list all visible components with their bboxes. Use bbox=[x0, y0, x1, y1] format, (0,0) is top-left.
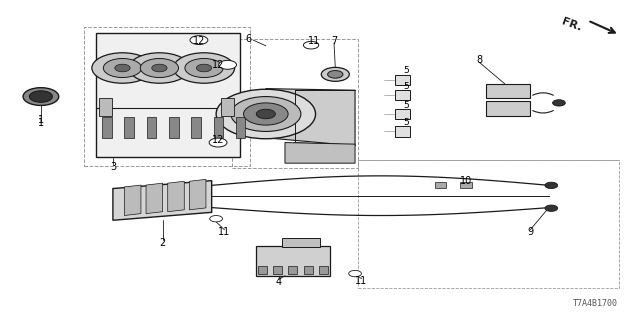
Text: 7: 7 bbox=[331, 36, 337, 46]
Bar bbox=[486, 101, 531, 116]
Bar bbox=[84, 27, 250, 166]
Circle shape bbox=[545, 205, 557, 212]
Polygon shape bbox=[96, 33, 241, 157]
Text: 12: 12 bbox=[212, 60, 224, 70]
Circle shape bbox=[349, 270, 362, 277]
Text: 4: 4 bbox=[275, 277, 282, 287]
Circle shape bbox=[209, 138, 227, 147]
Polygon shape bbox=[146, 183, 163, 214]
Circle shape bbox=[140, 59, 179, 77]
Text: 9: 9 bbox=[527, 227, 533, 237]
Bar bbox=[258, 266, 267, 274]
Circle shape bbox=[231, 97, 301, 132]
Bar bbox=[99, 98, 111, 116]
Polygon shape bbox=[168, 181, 184, 212]
Bar bbox=[460, 182, 472, 188]
Bar bbox=[236, 117, 246, 138]
Text: 5: 5 bbox=[403, 118, 409, 127]
Circle shape bbox=[23, 88, 59, 105]
Polygon shape bbox=[124, 185, 141, 215]
Circle shape bbox=[129, 53, 190, 83]
Bar bbox=[221, 98, 234, 116]
Bar bbox=[191, 117, 201, 138]
Bar bbox=[102, 117, 111, 138]
Bar bbox=[319, 266, 328, 274]
Circle shape bbox=[552, 100, 565, 106]
Polygon shape bbox=[266, 89, 355, 146]
Circle shape bbox=[321, 68, 349, 81]
Bar bbox=[282, 238, 320, 247]
Bar bbox=[124, 117, 134, 138]
Text: 2: 2 bbox=[159, 238, 166, 248]
Text: 5: 5 bbox=[403, 66, 409, 76]
Bar bbox=[303, 266, 312, 274]
Text: 1: 1 bbox=[38, 115, 44, 125]
Bar bbox=[358, 160, 620, 288]
Circle shape bbox=[185, 59, 223, 77]
Text: 6: 6 bbox=[246, 34, 252, 44]
Text: 1: 1 bbox=[38, 117, 44, 128]
Circle shape bbox=[103, 59, 141, 77]
Circle shape bbox=[196, 64, 212, 72]
Bar bbox=[486, 84, 531, 98]
Text: 11: 11 bbox=[307, 36, 320, 46]
Polygon shape bbox=[189, 179, 206, 210]
Circle shape bbox=[115, 64, 130, 72]
Text: 12: 12 bbox=[212, 135, 224, 145]
Bar bbox=[395, 90, 410, 100]
Bar bbox=[395, 109, 410, 119]
Text: 8: 8 bbox=[476, 55, 483, 65]
Text: 11: 11 bbox=[218, 227, 230, 237]
Circle shape bbox=[256, 109, 275, 119]
Bar bbox=[232, 39, 358, 168]
Text: 3: 3 bbox=[110, 162, 116, 172]
Polygon shape bbox=[113, 180, 212, 220]
Bar bbox=[395, 75, 410, 85]
Bar bbox=[169, 117, 179, 138]
Bar bbox=[289, 266, 298, 274]
Circle shape bbox=[190, 36, 208, 44]
Text: 10: 10 bbox=[460, 176, 473, 186]
Circle shape bbox=[219, 60, 237, 69]
Text: 12: 12 bbox=[193, 36, 205, 46]
Text: T7A4B1700: T7A4B1700 bbox=[573, 299, 618, 308]
Circle shape bbox=[92, 53, 153, 83]
Circle shape bbox=[328, 70, 343, 78]
Bar bbox=[395, 126, 410, 137]
Circle shape bbox=[216, 89, 316, 139]
Circle shape bbox=[29, 91, 52, 102]
Circle shape bbox=[545, 182, 557, 188]
Circle shape bbox=[152, 64, 167, 72]
Circle shape bbox=[244, 103, 288, 125]
Circle shape bbox=[303, 41, 319, 49]
Polygon shape bbox=[256, 246, 330, 276]
Bar bbox=[147, 117, 156, 138]
Polygon shape bbox=[285, 142, 355, 163]
Bar bbox=[273, 266, 282, 274]
Text: FR.: FR. bbox=[561, 17, 583, 33]
Circle shape bbox=[173, 53, 235, 83]
Bar bbox=[214, 117, 223, 138]
Circle shape bbox=[210, 215, 223, 222]
Text: 11: 11 bbox=[355, 276, 367, 286]
Text: 5: 5 bbox=[403, 82, 409, 91]
Text: 5: 5 bbox=[403, 100, 409, 110]
Bar bbox=[435, 182, 446, 188]
